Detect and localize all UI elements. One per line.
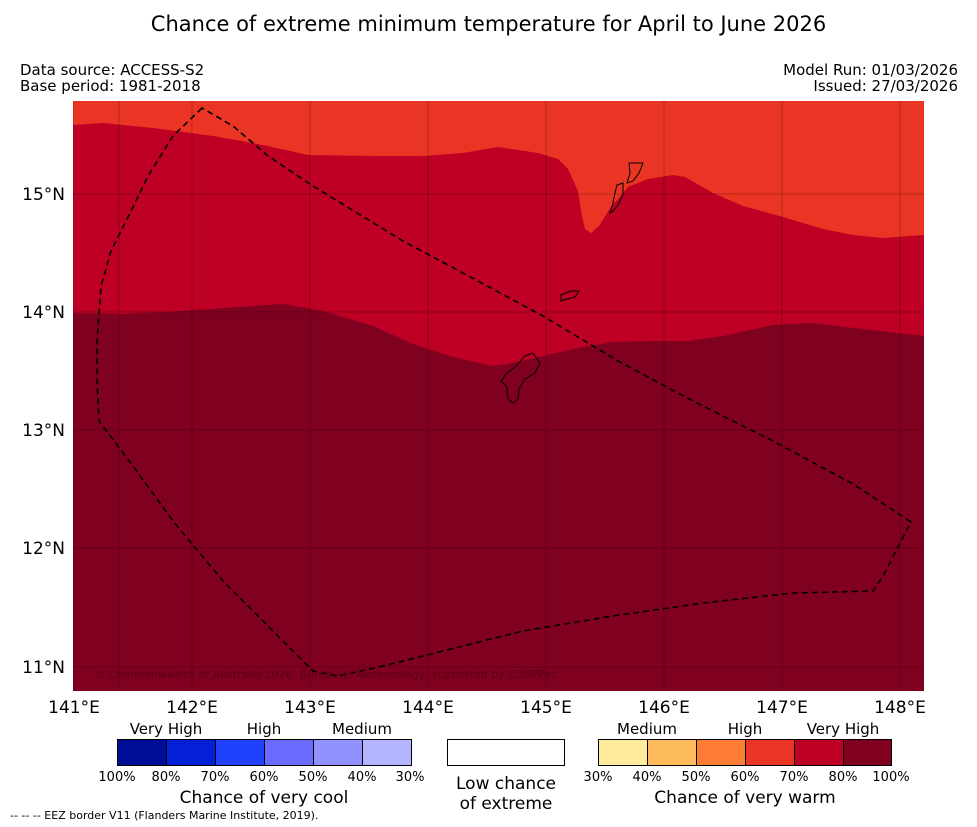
y-tick-11n: 11°N xyxy=(22,658,65,678)
graticule xyxy=(73,101,924,691)
cool-pct-60: 60% xyxy=(249,770,279,785)
cool-swatch-70-80 xyxy=(166,739,216,766)
x-tick-142e: 142°E xyxy=(166,698,218,718)
model-run-label: Model Run: 01/03/2026 xyxy=(783,61,958,79)
cool-pct-100: 100% xyxy=(98,770,136,785)
eez-border xyxy=(96,107,913,677)
warm-pct-50: 50% xyxy=(681,770,711,785)
cool-swatch-40-50 xyxy=(313,739,363,766)
cool-pct-30: 30% xyxy=(395,770,425,785)
x-tick-146e: 146°E xyxy=(638,698,690,718)
cool-heading-high: High xyxy=(246,720,282,738)
cool-swatch-80-100 xyxy=(117,739,167,766)
warm-swatch-40-50 xyxy=(647,739,697,766)
eez-footnote: -- -- -- EEZ border V11 (Flanders Marine… xyxy=(10,809,319,822)
issued-label: Issued: 27/03/2026 xyxy=(813,77,958,95)
neutral-label-line1: Low chance xyxy=(456,774,556,794)
island-alamagan xyxy=(609,182,624,215)
warm-pct-80: 80% xyxy=(828,770,858,785)
x-tick-148e: 148°E xyxy=(874,698,926,718)
data-source-label: Data source: ACCESS-S2 xyxy=(20,61,205,79)
warm-pct-100: 100% xyxy=(872,770,910,785)
base-period-label: Base period: 1981-2018 xyxy=(20,77,201,95)
y-tick-13n: 13°N xyxy=(22,421,65,441)
x-tick-145e: 145°E xyxy=(520,698,572,718)
cool-heading-medium: Medium xyxy=(332,720,392,738)
map-title: Chance of extreme minimum temperature fo… xyxy=(150,12,827,36)
warm-pct-40: 40% xyxy=(632,770,662,785)
cool-pct-80: 80% xyxy=(151,770,181,785)
warm-pct-70: 70% xyxy=(779,770,809,785)
copyright-notice: © Commonwealth of Australia 2026, Bureau… xyxy=(94,668,558,681)
warm-heading-medium: Medium xyxy=(617,720,677,738)
neutral-label-line2: of extreme xyxy=(459,794,553,814)
cool-pct-40: 40% xyxy=(347,770,377,785)
warm-swatch-80-100 xyxy=(843,739,892,766)
x-tick-141e: 141°E xyxy=(48,698,100,718)
x-tick-147e: 147°E xyxy=(756,698,808,718)
y-tick-15n: 15°N xyxy=(22,185,65,205)
warm-swatch-70-80 xyxy=(794,739,844,766)
island-guam xyxy=(500,352,541,404)
warm-swatch-50-60 xyxy=(696,739,746,766)
cool-swatch-30-40 xyxy=(362,739,412,766)
warm-heading-high: High xyxy=(727,720,763,738)
islands xyxy=(500,162,644,404)
cool-heading-very-high: Very High xyxy=(129,720,203,738)
island-pagan xyxy=(626,162,644,184)
cool-swatch-50-60 xyxy=(264,739,314,766)
temperature-map xyxy=(73,101,924,691)
x-tick-143e: 143°E xyxy=(284,698,336,718)
y-tick-12n: 12°N xyxy=(22,539,65,559)
cool-pct-70: 70% xyxy=(200,770,230,785)
cool-pct-50: 50% xyxy=(298,770,328,785)
warm-legend-title: Chance of very warm xyxy=(654,788,836,808)
warm-pct-60: 60% xyxy=(730,770,760,785)
warm-swatch-30-40 xyxy=(598,739,648,766)
warm-swatch-60-70 xyxy=(745,739,795,766)
neutral-swatch xyxy=(447,739,565,766)
island-rota xyxy=(560,290,580,302)
cool-legend-title: Chance of very cool xyxy=(179,788,349,808)
zone-80-100-warm xyxy=(73,304,924,691)
warm-pct-30: 30% xyxy=(583,770,613,785)
x-tick-144e: 144°E xyxy=(402,698,454,718)
warm-heading-very-high: Very High xyxy=(806,720,880,738)
y-tick-14n: 14°N xyxy=(22,303,65,323)
cool-swatch-60-70 xyxy=(215,739,265,766)
